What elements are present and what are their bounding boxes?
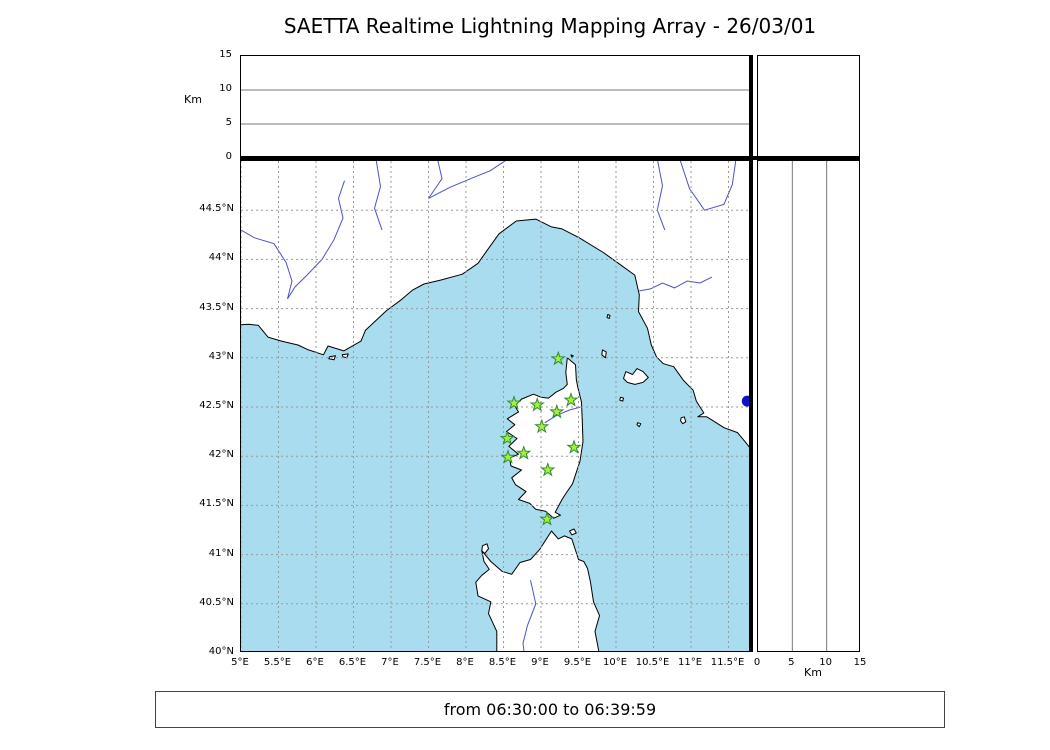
river-line [428,161,506,199]
lon-tick-label: 10°E [602,657,628,668]
river-line [544,406,581,424]
time-range-box: from 06:30:00 to 06:39:59 [155,691,945,728]
alt-right-tick-label: 10 [819,657,833,668]
station-star-marker [563,392,579,407]
lon-tick-label: 9.5°E [563,657,592,668]
corner-panel [757,55,860,157]
river-line [428,161,443,199]
lat-tick-label: 42°N [208,449,234,461]
axis-zero-line-horizontal [240,156,860,160]
river-line [373,161,383,231]
altitude-latitude-panel [757,160,860,652]
lon-tick-label: 6°E [306,657,324,668]
alt-top-tick-label: 0 [225,151,232,162]
lon-tick-label: 7°E [381,657,399,668]
lightning-event-dot [741,395,751,407]
lat-tick-label: 40°N [208,646,234,657]
station-star-marker [506,395,522,410]
lat-tick-label: 44°N [208,252,234,264]
lat-tick-label: 44.5°N [199,203,234,215]
landmass [623,368,649,385]
alt-right-tick-label: 5 [788,657,795,668]
station-star-marker [566,439,582,454]
landmass [475,530,600,651]
lon-tick-label: 10.5°E [635,657,670,668]
station-star-marker [534,418,550,434]
alt-top-tick-label: 10 [219,83,232,94]
page-title: SAETTA Realtime Lightning Mapping Array … [283,14,817,38]
landmass [481,543,489,555]
landmass [241,161,751,451]
alt-top-tick-label: 15 [219,49,232,60]
river-line [656,161,666,231]
alt-top-tick-label: 5 [225,117,232,128]
station-star-marker [516,445,532,460]
lon-tick-label: 8.5°E [488,657,517,668]
station-star-marker [539,511,555,526]
alt-right-tick-label: 15 [853,657,867,668]
lon-tick-label: 8°E [456,657,474,668]
lon-tick-label: 9°E [531,657,549,668]
lat-tick-label: 40.5°N [199,596,234,608]
landmass [680,416,687,425]
lon-tick-label: 5.5°E [263,657,292,668]
river-line [639,276,713,292]
lat-tick-label: 42.5°N [199,400,234,411]
station-star-marker [499,430,515,445]
lat-tick-label: 41°N [208,547,234,559]
lat-tick-label: 41.5°N [199,498,234,510]
landmass [341,353,349,359]
station-star-marker [540,461,556,477]
landmass [619,396,624,402]
lon-tick-label: 6.5°E [338,657,367,668]
landmass [569,528,577,536]
landmass [601,349,607,359]
river-line [522,580,537,651]
station-star-marker [500,449,516,464]
altitude-longitude-panel [240,55,752,157]
landmass [606,314,611,319]
station-star-marker [550,350,566,366]
axis-zero-line-vertical [749,55,753,652]
time-range-text: from 06:30:00 to 06:39:59 [443,700,657,719]
landmass [636,422,642,428]
station-star-marker [549,403,565,419]
lat-tick-label: 43°N [208,350,234,362]
lon-tick-label: 5°E [231,657,249,668]
river-line [287,180,345,300]
map-panel [240,160,752,652]
landmass [570,354,574,359]
lon-tick-label: 11°E [677,657,703,668]
lon-tick-label: 7.5°E [413,657,442,668]
lon-tick-label: 11.5°E [710,657,745,668]
river-line [241,229,293,299]
alt-right-tick-label: 0 [753,657,761,668]
station-star-marker [529,396,545,412]
alt-axis-unit-top: Km [184,93,202,106]
lat-tick-label: 43.5°N [199,301,234,313]
alt-axis-unit-right: Km [804,666,822,679]
river-line [679,161,737,211]
